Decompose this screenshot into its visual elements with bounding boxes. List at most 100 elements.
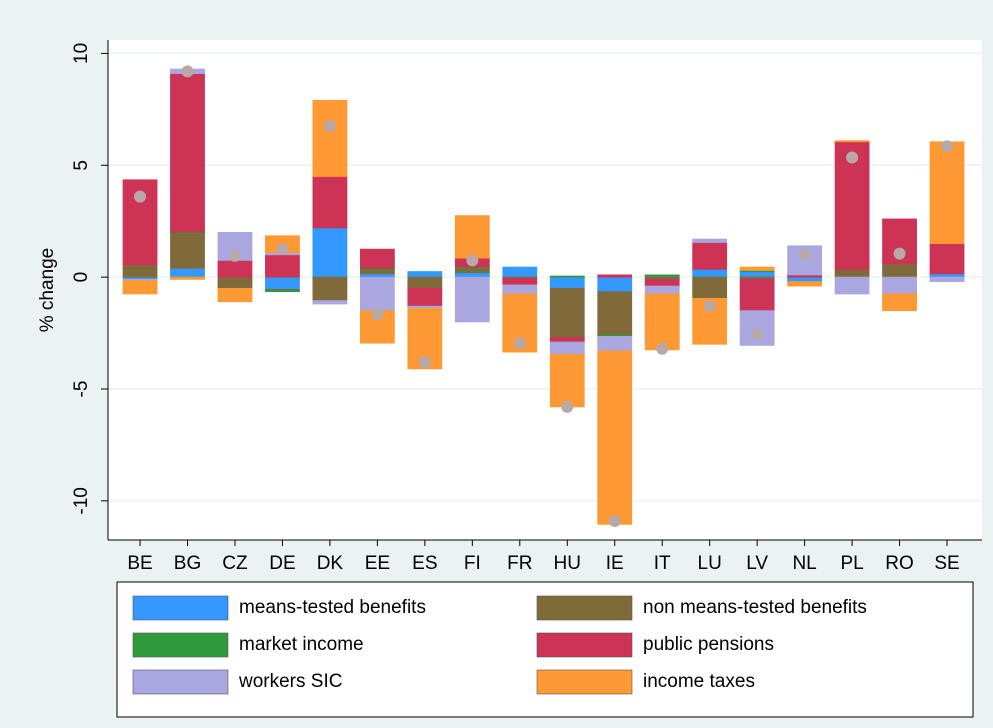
total-marker [656, 342, 669, 355]
bar-segment [312, 176, 348, 229]
x-tick-label: FR [507, 553, 532, 574]
total-marker [418, 356, 431, 369]
total-marker [846, 151, 859, 164]
total-marker [798, 248, 811, 261]
total-marker [323, 120, 336, 133]
bar-segment [692, 268, 728, 278]
x-tick-label: SE [934, 553, 959, 574]
bar-segment [359, 268, 395, 275]
x-tick-label: LU [698, 553, 722, 574]
bar-segment [407, 287, 443, 307]
x-tick-label: BG [174, 553, 201, 574]
bar-segment [834, 276, 870, 295]
bar-segment [312, 276, 348, 302]
legend-label: non means-tested benefits [643, 597, 867, 618]
bar-segment [217, 259, 253, 278]
x-tick-label: HU [554, 553, 581, 574]
total-marker [561, 400, 574, 413]
bar-segment [265, 254, 300, 278]
legend-swatch [132, 595, 229, 621]
bar-segment [597, 291, 633, 336]
x-tick-label: BE [127, 553, 152, 574]
x-tick-label: DK [317, 553, 344, 574]
bar-segment [834, 140, 870, 143]
bar-segment [312, 300, 348, 305]
x-tick-label: IE [606, 553, 624, 574]
bar-segment [549, 353, 585, 408]
bar-segment [217, 287, 253, 303]
total-marker [371, 308, 384, 321]
bar-segment [834, 268, 870, 278]
bar-segment [502, 284, 538, 295]
bar-segment [644, 293, 680, 351]
bar-segment [549, 337, 585, 343]
y-tick-label: 0 [71, 272, 92, 283]
bar-segment [787, 276, 823, 283]
total-marker [228, 249, 241, 262]
bar-segment [739, 271, 775, 278]
total-marker [608, 514, 621, 527]
legend-swatch [132, 632, 229, 658]
bar-segment [359, 273, 395, 278]
bar-segment [170, 233, 205, 269]
bar-segment [692, 276, 728, 299]
legend-swatch [536, 595, 633, 621]
total-marker [181, 65, 194, 78]
bar-segment [929, 273, 965, 278]
bar-segment [122, 280, 158, 295]
bar-segment [549, 287, 585, 338]
bar-segment [217, 276, 253, 289]
bar-segment [454, 267, 490, 274]
bar-segment [454, 272, 490, 278]
bar-segment [929, 243, 965, 275]
x-tick-label: PL [840, 553, 863, 574]
bar-segment [170, 73, 205, 233]
x-tick-label: CZ [222, 553, 248, 574]
total-marker [276, 243, 289, 256]
bar-segment [739, 266, 775, 271]
y-tick-label: -10 [71, 487, 92, 514]
bar-segment [929, 141, 965, 244]
bar-segment [644, 278, 680, 287]
total-marker [466, 254, 479, 267]
bar-segment [359, 248, 395, 269]
x-tick-label: IT [654, 553, 671, 574]
bar-segment [882, 263, 917, 278]
x-tick-label: ES [412, 553, 437, 574]
bar-segment [454, 215, 490, 259]
legend-label: means-tested benefits [239, 597, 426, 618]
bar-segment [692, 238, 728, 243]
x-tick-label: FI [464, 553, 481, 574]
bar-segment [359, 276, 395, 312]
bar-segment [312, 227, 348, 278]
total-marker [513, 337, 526, 350]
bar-segment [597, 336, 633, 352]
bar-segment [882, 293, 917, 312]
bar-segment [692, 242, 728, 270]
x-tick-label: LV [746, 553, 768, 574]
total-marker [893, 247, 906, 260]
bar-segment [644, 285, 680, 295]
y-tick-label: 5 [71, 160, 92, 171]
legend-label: market income [239, 634, 364, 655]
total-marker [751, 328, 764, 341]
bar-segment [502, 277, 538, 286]
bar-segment [597, 274, 633, 278]
legend-swatch [536, 669, 633, 695]
bar-segment [122, 264, 158, 278]
total-marker [703, 300, 716, 313]
bar-segment [549, 341, 585, 355]
bar-segment [644, 274, 680, 277]
legend-label: public pensions [643, 634, 774, 655]
bar-segment [502, 266, 538, 278]
x-tick-label: NL [792, 553, 816, 574]
x-tick-label: EE [365, 553, 390, 574]
bar-segment [549, 275, 585, 278]
bar-segment [407, 271, 443, 278]
legend-swatch [536, 632, 633, 658]
y-tick-label: 10 [71, 43, 92, 64]
bar-segment [882, 276, 917, 295]
total-marker [941, 140, 954, 153]
x-tick-label: DE [269, 553, 295, 574]
